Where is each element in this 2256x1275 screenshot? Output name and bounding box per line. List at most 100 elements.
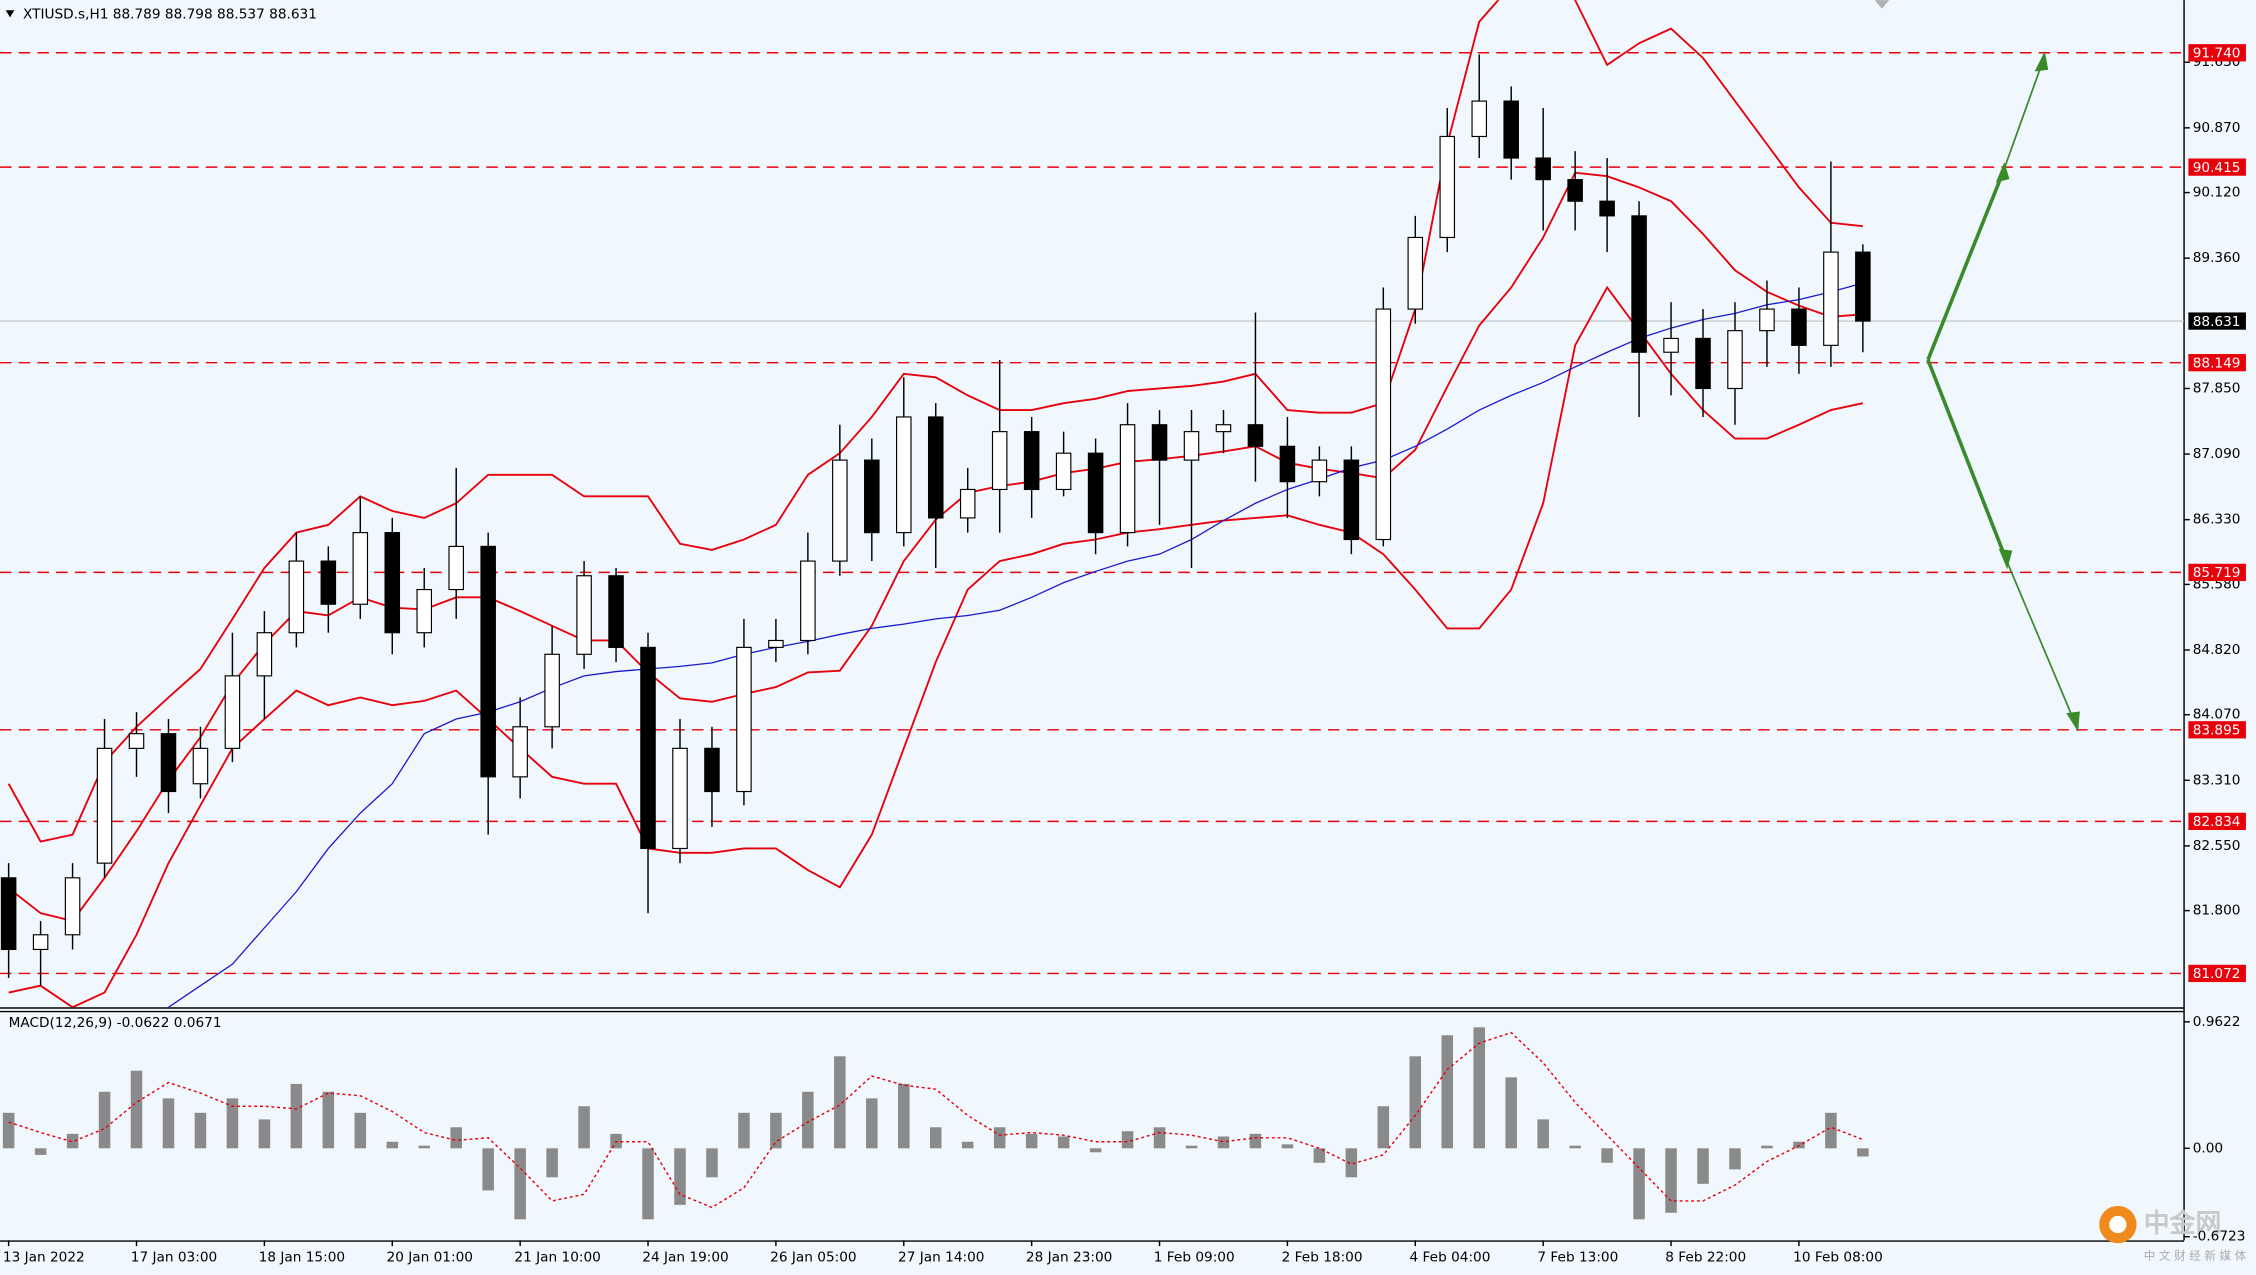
y-tick-label: 90.870 (2193, 120, 2241, 136)
candle-body (576, 575, 592, 655)
candle-body (1663, 337, 1679, 353)
macd-bar (834, 1056, 846, 1149)
level-label: 88.149 (2193, 355, 2241, 371)
candle-body (896, 416, 912, 534)
last-price-label: 88.631 (2193, 314, 2241, 330)
level-label: 91.740 (2193, 45, 2241, 61)
indicator-line (8, 285, 1864, 1008)
macd-bar (642, 1148, 654, 1220)
macd-bar (1281, 1144, 1294, 1149)
candle-body (1439, 135, 1456, 239)
level-label-box (2188, 964, 2246, 983)
candle-body (512, 726, 528, 778)
macd-bar (770, 1112, 782, 1149)
x-tick-label: 21 Jan 10:00 (514, 1250, 600, 1266)
y-tick-label: 90.120 (2193, 185, 2241, 201)
candle-body (1599, 200, 1615, 217)
candle-body (1343, 459, 1360, 541)
candle-body (160, 733, 177, 793)
macd-bar (1249, 1133, 1262, 1149)
level-label: 83.895 (2193, 723, 2241, 739)
level-label: 81.072 (2193, 966, 2241, 982)
arrow-head (2034, 51, 2049, 72)
candle-body (128, 733, 145, 749)
macd-bar (1761, 1145, 1773, 1149)
macd-bar (1697, 1148, 1709, 1184)
candle-body (927, 416, 944, 519)
candle-body (32, 934, 49, 951)
x-tick-label: 27 Jan 14:00 (898, 1250, 984, 1266)
macd-bar (1857, 1148, 1869, 1157)
macd-bar (1089, 1148, 1102, 1153)
candle-body (1823, 251, 1839, 346)
candle-body (1183, 431, 1200, 461)
arrow-head (1995, 162, 2010, 183)
macd-title: MACD(12,26,9) -0.0622 0.0671 (9, 1015, 222, 1031)
candle-body (1023, 431, 1040, 491)
x-tick-label: 24 Jan 19:00 (642, 1250, 728, 1266)
x-tick-label: 2 Feb 18:00 (1282, 1250, 1363, 1266)
macd-bar (514, 1148, 526, 1220)
watermark-tagline: 中 文 财 经 新 媒 体 (2144, 1249, 2247, 1263)
macd-bar (1057, 1136, 1070, 1149)
candle-body (224, 675, 241, 749)
arrow-head (2066, 711, 2080, 732)
macd-bar (2, 1112, 15, 1149)
candle-body (1759, 308, 1775, 332)
macd-bar (386, 1141, 399, 1149)
y-tick-label: 87.850 (2193, 380, 2241, 396)
macd-bar (34, 1148, 47, 1155)
candle-body (64, 877, 81, 936)
indicator-line (7, 0, 1863, 843)
candle-body (1567, 179, 1583, 202)
x-tick-label: 4 Feb 04:00 (1410, 1250, 1491, 1266)
macd-bar (1633, 1148, 1645, 1220)
candle-body (1311, 459, 1328, 483)
macd-bar (993, 1127, 1006, 1149)
arrow-up (2001, 60, 2044, 174)
forecast-arrows (1926, 51, 2080, 732)
candle-body (1247, 424, 1264, 447)
menu-triangle (5, 10, 15, 18)
x-tick-label: 7 Feb 13:00 (1537, 1250, 1618, 1266)
x-tick-label: 26 Jan 05:00 (770, 1250, 856, 1266)
x-tick-label: 10 Feb 08:00 (1793, 1250, 1883, 1266)
macd-bar (354, 1112, 367, 1149)
candle-body (959, 488, 976, 519)
macd-bar (578, 1106, 590, 1149)
level-label-box (2188, 354, 2246, 372)
candle-body (96, 747, 113, 864)
level-label: 85.719 (2193, 565, 2241, 581)
watermark: 中金网 中 文 财 经 新 媒 体 (2099, 1205, 2247, 1263)
macd-bar (1665, 1148, 1677, 1213)
level-label-box (2188, 44, 2246, 62)
y-tick-label: 0.9622 (2193, 1014, 2241, 1030)
macd-bar (898, 1083, 910, 1149)
x-tick-label: 8 Feb 22:00 (1665, 1250, 1746, 1266)
candle-body (416, 588, 433, 634)
level-label-box (2188, 563, 2246, 582)
macd-bar (1217, 1136, 1230, 1149)
candle-body (736, 646, 752, 793)
macd-bar (1377, 1106, 1390, 1149)
macd-bar (1729, 1148, 1741, 1170)
x-tick-label: 20 Jan 01:00 (387, 1250, 473, 1266)
macd-bar (1313, 1148, 1326, 1163)
candle-body (352, 532, 369, 605)
candle-body (448, 545, 464, 591)
candle-body (1855, 251, 1871, 322)
last-price-box (2188, 312, 2246, 330)
candle-body (800, 560, 816, 642)
x-tick-label: 18 Jan 15:00 (259, 1250, 345, 1266)
macd-bar (1569, 1145, 1581, 1149)
macd-bar (322, 1091, 335, 1149)
macd-bar (258, 1119, 271, 1149)
macd-bar (1473, 1027, 1485, 1149)
level-label-box (2188, 158, 2246, 176)
candle-body (991, 431, 1008, 491)
candle-body (1279, 445, 1296, 483)
level-label-box (2188, 812, 2246, 831)
macd-bar (674, 1148, 686, 1205)
candle-body (1215, 424, 1232, 433)
